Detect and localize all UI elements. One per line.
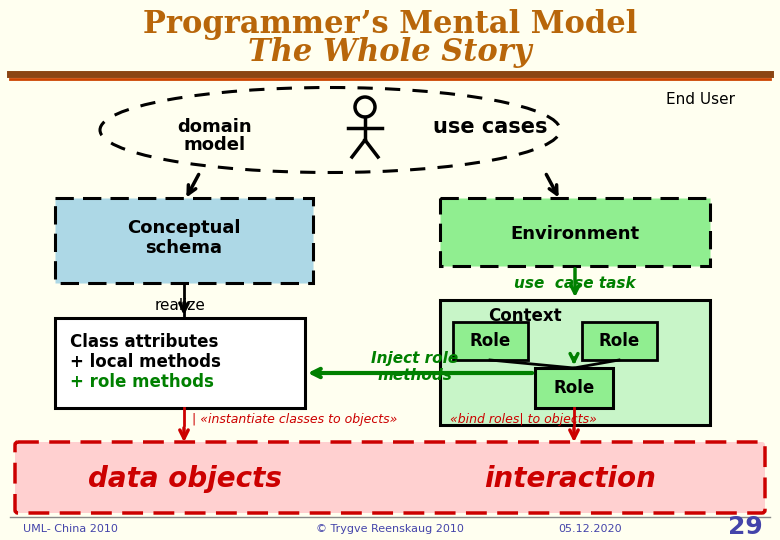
Text: interaction: interaction	[484, 465, 656, 493]
Text: Environment: Environment	[510, 225, 640, 243]
Text: UML- China 2010: UML- China 2010	[23, 524, 118, 534]
FancyBboxPatch shape	[440, 198, 710, 266]
Text: realize: realize	[155, 298, 206, 313]
Text: domain: domain	[178, 118, 252, 136]
Text: use  case task: use case task	[514, 276, 636, 292]
Text: Context: Context	[488, 307, 562, 325]
FancyBboxPatch shape	[535, 368, 613, 408]
Text: use cases: use cases	[433, 117, 548, 137]
Text: Role: Role	[598, 332, 640, 350]
FancyBboxPatch shape	[55, 318, 305, 408]
Text: Class attributes: Class attributes	[70, 333, 218, 351]
Text: Role: Role	[553, 379, 594, 397]
Text: Conceptual: Conceptual	[127, 219, 241, 237]
Text: schema: schema	[146, 239, 222, 257]
Text: methods: methods	[378, 368, 452, 382]
Text: Inject role: Inject role	[371, 350, 459, 366]
FancyBboxPatch shape	[582, 322, 657, 360]
Text: 29: 29	[728, 515, 762, 539]
Text: © Trygve Reenskaug 2010: © Trygve Reenskaug 2010	[316, 524, 464, 534]
Text: | «instantiate classes to objects»: | «instantiate classes to objects»	[192, 414, 397, 427]
Text: Role: Role	[470, 332, 511, 350]
Text: End User: End User	[665, 92, 735, 107]
Text: 05.12.2020: 05.12.2020	[558, 524, 622, 534]
FancyBboxPatch shape	[440, 300, 710, 425]
Text: The Whole Story: The Whole Story	[248, 37, 532, 68]
Text: «bind roles| to objects»: «bind roles| to objects»	[450, 414, 597, 427]
Text: + local methods: + local methods	[70, 353, 221, 371]
Text: Programmer’s Mental Model: Programmer’s Mental Model	[143, 9, 637, 39]
FancyBboxPatch shape	[15, 442, 765, 513]
FancyBboxPatch shape	[453, 322, 528, 360]
FancyBboxPatch shape	[55, 198, 313, 283]
Text: + role methods: + role methods	[70, 373, 214, 391]
Text: data objects: data objects	[88, 465, 282, 493]
Text: model: model	[184, 136, 246, 154]
